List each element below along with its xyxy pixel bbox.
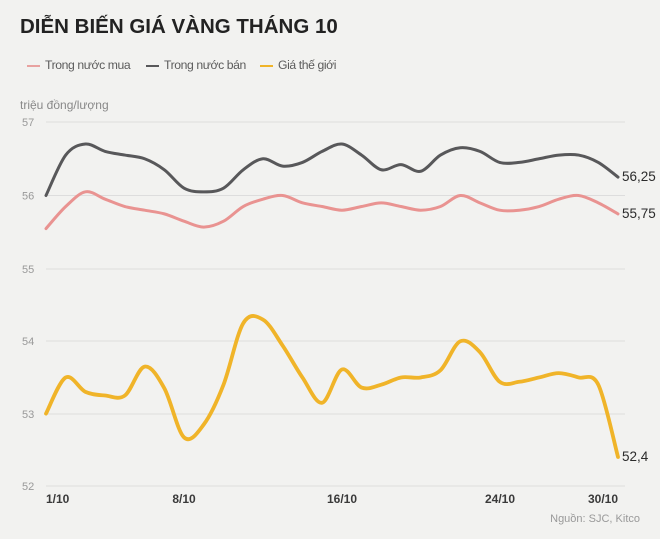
svg-text:53: 53 (22, 409, 34, 421)
svg-text:1/10: 1/10 (46, 492, 70, 506)
svg-text:52,4: 52,4 (622, 449, 649, 464)
svg-text:24/10: 24/10 (485, 492, 515, 506)
svg-text:54: 54 (22, 336, 34, 348)
svg-text:52: 52 (22, 481, 34, 493)
svg-text:55,75: 55,75 (622, 206, 656, 221)
svg-text:16/10: 16/10 (327, 492, 357, 506)
svg-text:57: 57 (22, 117, 34, 129)
svg-text:55: 55 (22, 264, 34, 276)
svg-text:56: 56 (22, 191, 34, 203)
svg-text:8/10: 8/10 (172, 492, 196, 506)
svg-text:56,25: 56,25 (622, 169, 656, 184)
svg-text:30/10: 30/10 (588, 492, 618, 506)
